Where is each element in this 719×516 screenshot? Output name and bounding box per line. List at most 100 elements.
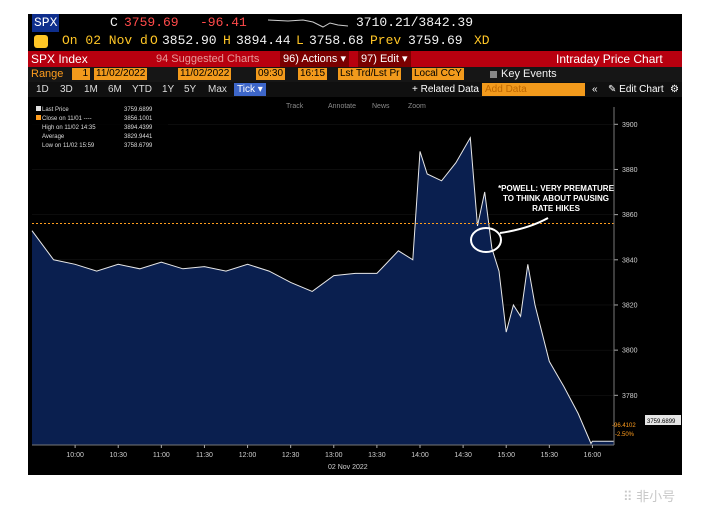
legend-box: Last Price 3759.6899 Close on 11/01 ----…: [32, 103, 168, 151]
tab-ytd[interactable]: YTD: [132, 84, 152, 95]
quote-header-row: SPX C 3759.69 -96.41 3710.21/3842.39: [28, 14, 682, 32]
x-tick-label: 10:00: [66, 452, 84, 459]
tab-1m[interactable]: 1M: [84, 84, 98, 95]
checkbox-icon[interactable]: [490, 71, 497, 78]
market-icon: [34, 35, 48, 48]
prev-label: Prev: [370, 33, 402, 48]
x-tick-label: 11:30: [196, 452, 213, 459]
trade-mode-select[interactable]: Lst Trd/Lst Pr: [338, 68, 402, 80]
toolbar-row: SPX Index 94 Suggested Charts 96) Action…: [28, 51, 682, 67]
range-row: Range 1 11/02/2022 11/02/2022 09:30 16:1…: [28, 67, 682, 82]
annotation-line-1: *POWELL: VERY PREMATURE: [498, 184, 615, 193]
price-area: [32, 137, 614, 446]
tab-6m[interactable]: 6M: [108, 84, 122, 95]
x-tick-label: 13:30: [368, 452, 386, 459]
price-tags: 3759.6899 -96.4102 -2.50%: [612, 415, 681, 438]
xd-label: XD: [474, 33, 490, 48]
key-events-toggle[interactable]: Key Events: [501, 68, 557, 80]
tool-zoom[interactable]: Zoom: [408, 103, 426, 110]
tool-strip: Track Annotate News Zoom: [286, 103, 426, 110]
y-tick-label: 3880: [622, 167, 638, 174]
x-tick-label: 12:30: [282, 452, 300, 459]
legend-value: 3856.1001: [124, 116, 153, 122]
y-axis: 3780 3800 3820 3840 3860 3880 3900: [613, 107, 638, 445]
day-range: 3710.21/3842.39: [356, 15, 474, 30]
open-label: O: [150, 33, 158, 48]
high-value: 3894.44: [236, 33, 291, 48]
range-number-input[interactable]: 1: [72, 68, 90, 80]
pct-change-tag: -2.50%: [615, 432, 635, 438]
low-label: L: [296, 33, 304, 48]
period-row: 1D 3D 1M 6M YTD 1Y 5Y Max Tick ▾ + Relat…: [28, 82, 682, 97]
x-tick-label: 16:00: [584, 452, 602, 459]
related-data-button[interactable]: + Related Data: [412, 84, 479, 95]
x-tick-label: 10:30: [109, 452, 127, 459]
legend-label: Average: [42, 134, 65, 140]
x-tick-label: 13:00: [325, 452, 343, 459]
prev-value: 3759.69: [408, 33, 463, 48]
chart-title: Intraday Price Chart: [556, 52, 663, 66]
quote-detail-row: On 02 Nov d O 3852.90 H 3894.44 L 3758.6…: [28, 32, 682, 51]
sparkline-icon: [268, 19, 348, 28]
range-label: Range: [31, 68, 64, 80]
change-tag: -96.4102: [612, 423, 636, 429]
last-price-tag: 3759.6899: [647, 419, 676, 425]
from-time-input[interactable]: 09:30: [256, 68, 286, 80]
x-tick-label: 14:30: [454, 452, 472, 459]
legend-swatch-last: [36, 106, 41, 111]
y-tick-label: 3780: [622, 393, 638, 400]
suggested-charts-button[interactable]: 94 Suggested Charts: [156, 53, 260, 65]
price-line: [31, 136, 614, 445]
annotation-circle: [470, 227, 502, 253]
last-price: 3759.69: [124, 15, 179, 30]
x-tick-label: 15:00: [497, 452, 515, 459]
legend-label: Close on 11/01 ----: [42, 116, 92, 122]
low-value: 3758.68: [309, 33, 364, 48]
open-value: 3852.90: [162, 33, 217, 48]
y-tick-label: 3800: [622, 348, 638, 355]
x-tick-label: 14:00: [411, 452, 429, 459]
price-chart[interactable]: Track Annotate News Zoom 3780 3800 3820 384…: [28, 97, 682, 475]
annotation-line-2: TO THINK ABOUT PAUSING: [503, 194, 609, 203]
tab-1d[interactable]: 1D: [36, 84, 49, 95]
to-date-input[interactable]: 11/02/2022: [178, 68, 232, 80]
annotation-pointer: [499, 217, 549, 234]
tool-news[interactable]: News: [372, 103, 390, 110]
legend-value: 3894.4399: [124, 125, 153, 131]
y-tick-label: 3820: [622, 302, 638, 309]
x-axis-label: 02 Nov 2022: [328, 464, 368, 471]
tick-tab[interactable]: Tick ▾: [234, 83, 266, 96]
legend-label: Last Price: [42, 107, 69, 113]
high-label: H: [223, 33, 231, 48]
to-time-input[interactable]: 16:15: [298, 68, 328, 80]
flag-label: C: [110, 15, 118, 30]
tab-5y[interactable]: 5Y: [184, 84, 197, 95]
ticker-label[interactable]: SPX: [32, 14, 60, 32]
currency-select[interactable]: Local CCY: [412, 68, 464, 80]
x-tick-label: 12:00: [239, 452, 257, 459]
powell-annotation: *POWELL: VERY PREMATURE TO THINK ABOUT P…: [470, 184, 615, 253]
from-date-input[interactable]: 11/02/2022: [94, 68, 148, 80]
annotation-line-3: RATE HIKES: [532, 204, 581, 213]
legend-label: Low on 11/02 15:59: [42, 143, 95, 149]
x-tick-label: 15:30: [541, 452, 559, 459]
legend-label: High on 11/02 14:35: [42, 125, 96, 131]
watermark: ⠿ 非小号: [623, 489, 676, 504]
legend-value: 3759.6899: [124, 107, 153, 113]
gear-icon[interactable]: ⚙: [670, 84, 679, 95]
edit-menu[interactable]: 97) Edit ▾: [358, 51, 411, 67]
index-label[interactable]: SPX Index: [31, 52, 88, 66]
tab-3d[interactable]: 3D: [60, 84, 73, 95]
tool-track[interactable]: Track: [286, 103, 304, 110]
actions-menu[interactable]: 96) Actions ▾: [280, 51, 349, 67]
x-axis: 10:00 10:30 11:00 11:30 12:00 12:30 13:00 13:30…: [32, 444, 614, 459]
y-tick-label: 3860: [622, 212, 638, 219]
tool-annotate[interactable]: Annotate: [328, 103, 356, 110]
legend-bg: [32, 103, 168, 151]
tab-max[interactable]: Max: [208, 84, 227, 95]
add-data-input[interactable]: Add Data: [482, 83, 585, 96]
collapse-icon[interactable]: «: [592, 84, 598, 95]
tab-1y[interactable]: 1Y: [162, 84, 175, 95]
terminal-window: SPX C 3759.69 -96.41 3710.21/3842.39 On …: [28, 14, 682, 475]
edit-chart-button[interactable]: ✎ Edit Chart: [608, 84, 664, 95]
